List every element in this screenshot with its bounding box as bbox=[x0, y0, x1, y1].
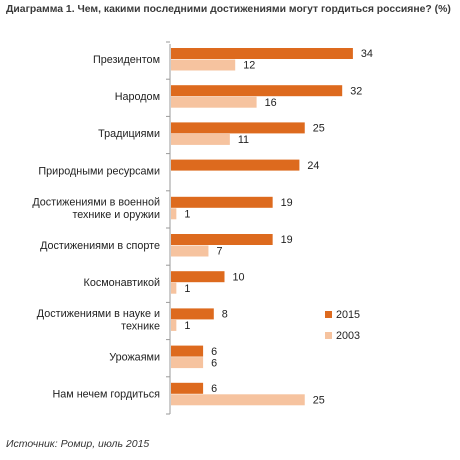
data-label: 8 bbox=[222, 309, 228, 321]
bar-2015 bbox=[171, 271, 225, 283]
data-label: 24 bbox=[307, 160, 319, 172]
bar-2015 bbox=[171, 85, 343, 97]
category-label: Природными ресурсами bbox=[38, 165, 160, 177]
bar-2015 bbox=[171, 159, 300, 171]
category-label: Урожаями bbox=[109, 351, 160, 363]
category-label: Нам нечем гордиться bbox=[53, 389, 161, 401]
data-label: 19 bbox=[281, 197, 293, 209]
data-label: 11 bbox=[238, 134, 249, 146]
source-note: Источник: Ромир, июль 2015 bbox=[6, 438, 150, 450]
bar-2015 bbox=[171, 382, 204, 394]
category-label: Президентом bbox=[93, 54, 160, 66]
bar-2003 bbox=[171, 59, 236, 71]
legend-swatch-2003 bbox=[325, 332, 332, 339]
legend-label-2003: 2003 bbox=[336, 330, 360, 342]
legend-swatch-2015 bbox=[325, 311, 332, 318]
category-label: технике и оружии bbox=[72, 209, 160, 221]
bar-2015 bbox=[171, 308, 214, 320]
bar-2003 bbox=[171, 319, 177, 331]
data-label: 1 bbox=[184, 209, 190, 221]
data-label: 25 bbox=[313, 123, 325, 135]
bar-2015 bbox=[171, 48, 353, 59]
bar-2003 bbox=[171, 357, 204, 369]
data-label: 6 bbox=[211, 346, 217, 358]
bar-2015 bbox=[171, 234, 273, 245]
chart-title: Диаграмма 1. Чем, какими последними дост… bbox=[6, 4, 451, 15]
bar-2015 bbox=[171, 122, 305, 134]
data-label: 16 bbox=[265, 97, 277, 109]
data-label: 1 bbox=[184, 320, 190, 332]
data-label: 6 bbox=[211, 383, 217, 395]
data-label: 7 bbox=[216, 246, 222, 258]
category-label: Достижениями в спорте bbox=[40, 240, 160, 252]
bar-2003 bbox=[171, 394, 305, 406]
data-label: 25 bbox=[313, 395, 325, 407]
category-label: Достижениями в военной bbox=[32, 196, 160, 208]
bar-2015 bbox=[171, 345, 204, 357]
category-label: Достижениями в науке и bbox=[37, 308, 160, 320]
data-label: 19 bbox=[281, 234, 293, 246]
data-label: 32 bbox=[350, 85, 362, 97]
data-label: 34 bbox=[361, 48, 373, 60]
legend-label-2015: 2015 bbox=[336, 309, 360, 321]
category-label: Традициями bbox=[98, 128, 160, 140]
bar-2003 bbox=[171, 245, 209, 257]
data-label: 6 bbox=[211, 357, 217, 369]
data-label: 12 bbox=[243, 60, 255, 72]
bar-2003 bbox=[171, 133, 230, 145]
bar-2015 bbox=[171, 196, 273, 208]
category-label: Народом bbox=[115, 91, 160, 103]
bar-2003 bbox=[171, 96, 257, 108]
bar-2003 bbox=[171, 208, 177, 220]
category-label: технике bbox=[121, 320, 160, 332]
data-label: 1 bbox=[184, 283, 190, 295]
bar-2003 bbox=[171, 282, 177, 294]
data-label: 10 bbox=[233, 271, 245, 283]
category-label: Космонавтикой bbox=[84, 277, 160, 289]
